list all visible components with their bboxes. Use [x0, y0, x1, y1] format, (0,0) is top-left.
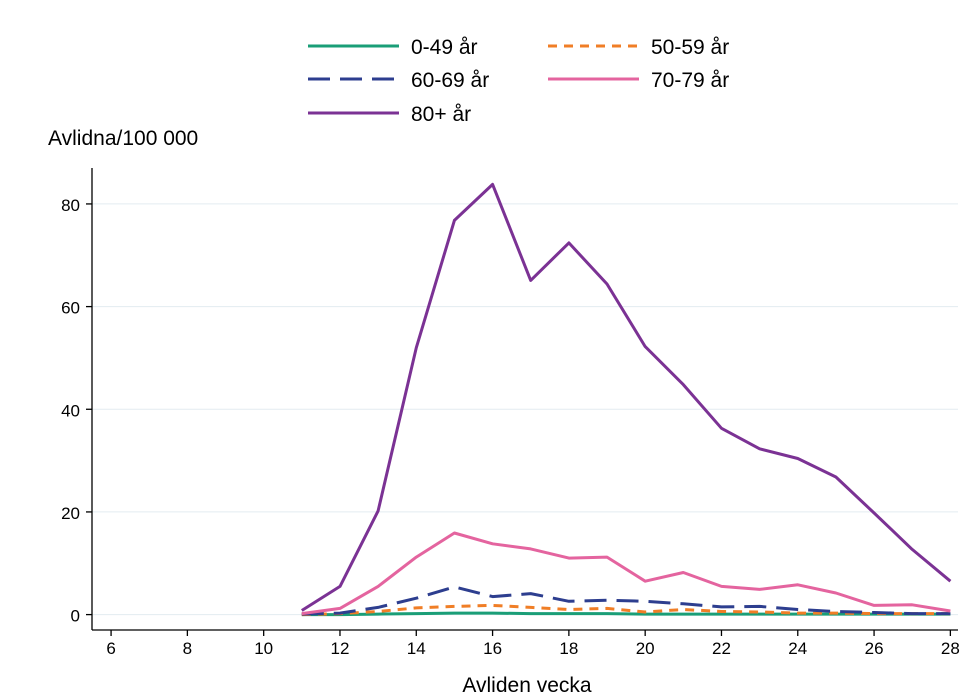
x-tick-label: 16: [483, 639, 502, 658]
x-tick-label: 28: [941, 639, 960, 658]
series-line-60-69-r: [301, 585, 951, 616]
series-line-70-79-r: [301, 531, 951, 616]
y-axis-title: Avlidna/100 000: [48, 127, 198, 150]
y-tick-label: 0: [71, 607, 80, 626]
legend-label: 50-59 år: [651, 36, 729, 59]
series-line-80plus-r: [300, 182, 952, 612]
legend-label: 80+ år: [411, 103, 471, 126]
x-axis-title: Avliden vecka: [462, 674, 592, 697]
series: [300, 182, 952, 617]
y-tick-label: 80: [61, 196, 80, 215]
legend-label: 60-69 år: [411, 69, 489, 92]
y-tick-label: 20: [61, 504, 80, 523]
legend-label: 0-49 år: [411, 36, 478, 59]
legend: 0-49 år 50-59 år 60-69 år 70-79 år 80+ år: [308, 36, 729, 126]
x-tick-label: 24: [788, 639, 807, 658]
y-tick-label: 60: [61, 299, 80, 318]
axes: [91, 168, 958, 631]
x-tick-label: 10: [254, 639, 273, 658]
x-tick-label: 26: [865, 639, 884, 658]
y-tick-label: 40: [61, 401, 80, 420]
x-tick-label: 14: [407, 639, 426, 658]
x-tick-label: 12: [331, 639, 350, 658]
legend-label: 70-79 år: [651, 69, 729, 92]
x-tick-label: 18: [559, 639, 578, 658]
series-line-0-49-r: [301, 611, 951, 617]
x-tick-label: 20: [636, 639, 655, 658]
series-line-50-59-r: [301, 603, 951, 617]
x-tick-label: 8: [183, 639, 192, 658]
ticks: 0 20 40 60 80 6 8 10 12 14 16 18 20 22 24 26 28: [61, 196, 960, 658]
x-tick-label: 22: [712, 639, 731, 658]
x-tick-label: 6: [106, 639, 115, 658]
